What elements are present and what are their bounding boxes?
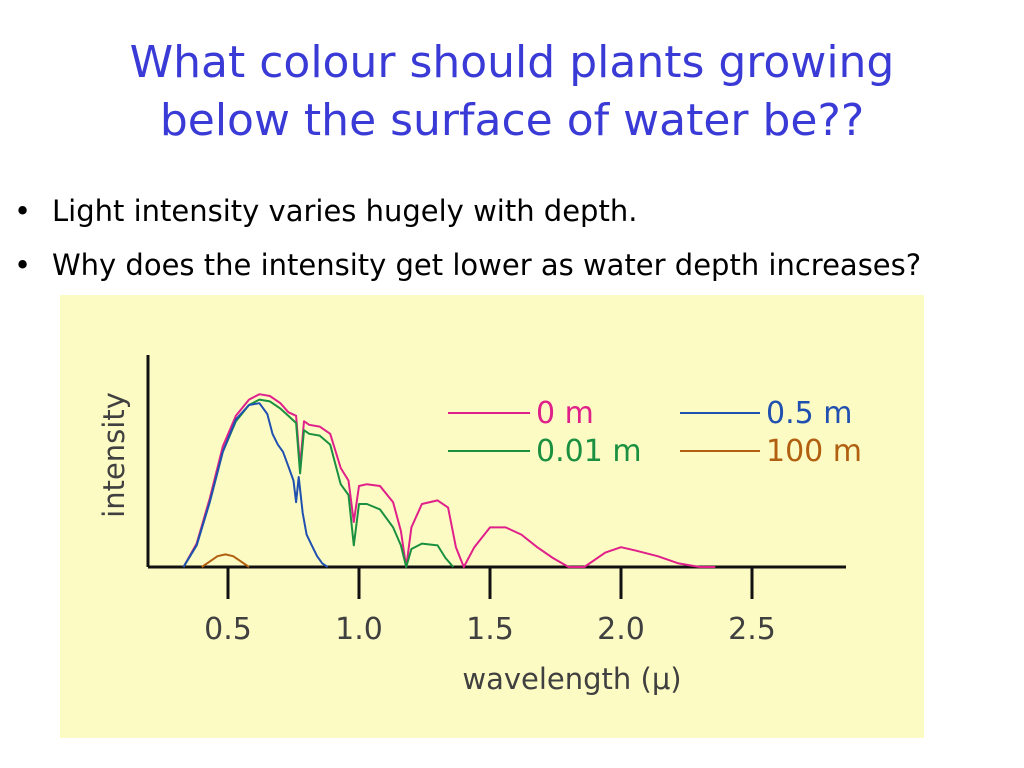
spectrum-chart: 0.5 1.0 1.5 2.0 2.5 wavelength (μ) intensity 0 … — [97, 355, 862, 696]
bullet-item: • Why does the intensity get lower as wat… — [12, 246, 1016, 284]
series-line-0-01-m — [182, 398, 455, 568]
spectrum-chart-panel: 0.5 1.0 1.5 2.0 2.5 wavelength (μ) intensity 0 … — [60, 295, 924, 738]
series-line-0-m — [182, 393, 716, 568]
x-tick-label: 1.0 — [335, 612, 383, 647]
x-tick-label: 1.5 — [466, 612, 514, 647]
bullet-dot: • — [14, 194, 32, 228]
bullet-dot: • — [14, 248, 32, 282]
legend-label-0-01-m: 0.01 m — [536, 434, 642, 469]
x-axis-label: wavelength (μ) — [462, 662, 681, 696]
x-tick-label: 2.5 — [728, 612, 776, 647]
bullet-text: Why does the intensity get lower as wate… — [52, 248, 922, 282]
slide-title-line-2: below the surface of water be?? — [159, 95, 865, 146]
y-axis-label: intensity — [97, 392, 131, 518]
bullet-list: • Light intensity varies hugely with dept… — [12, 192, 1016, 300]
bullet-item: • Light intensity varies hugely with dept… — [12, 192, 1016, 230]
legend-label-100-m: 100 m — [766, 434, 862, 469]
x-tick-label: 2.0 — [597, 612, 645, 647]
slide-title-line-1: What colour should plants growing — [129, 37, 895, 88]
series-line-0-5-m — [182, 402, 329, 568]
slide-title: What colour should plants growing below … — [60, 34, 964, 150]
series-line-100-m — [201, 553, 250, 568]
legend-label-0-m: 0 m — [536, 396, 594, 431]
bullet-text: Light intensity varies hugely with depth… — [52, 194, 638, 228]
legend-label-0-5-m: 0.5 m — [766, 396, 852, 431]
x-tick-label: 0.5 — [204, 612, 252, 647]
